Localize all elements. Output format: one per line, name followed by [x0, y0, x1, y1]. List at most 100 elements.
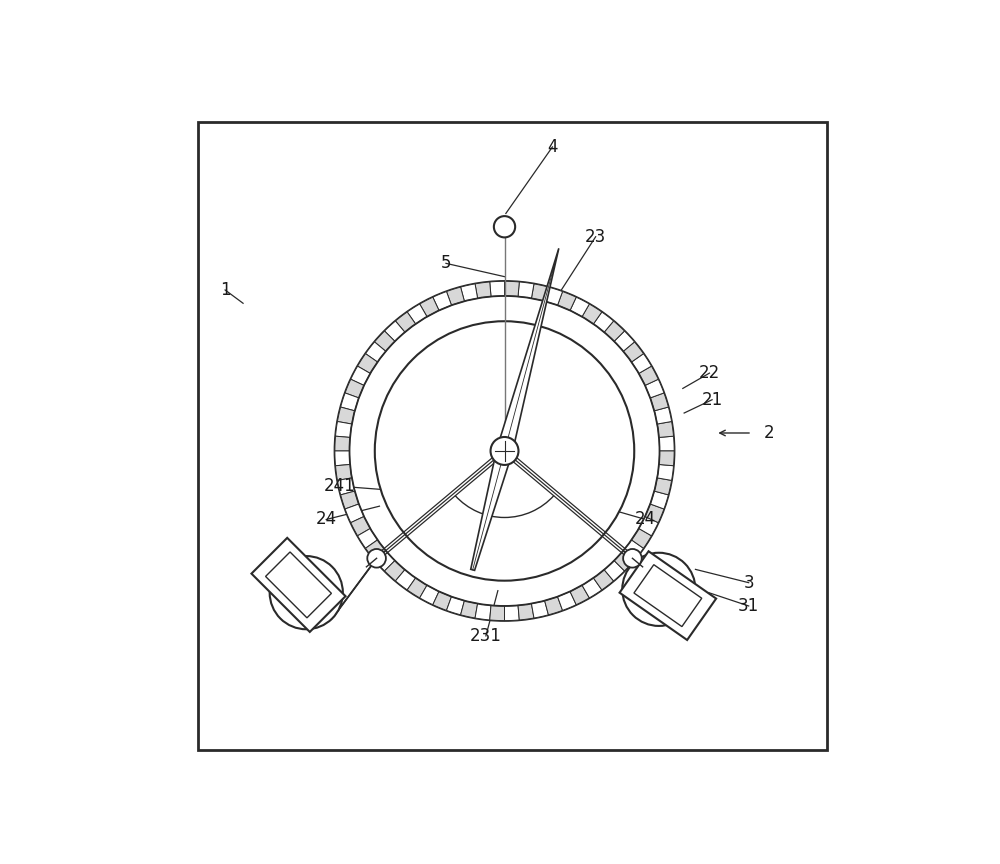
Polygon shape [341, 393, 359, 411]
Polygon shape [337, 478, 355, 495]
Text: 241: 241 [324, 477, 355, 495]
Polygon shape [336, 465, 352, 480]
Polygon shape [639, 517, 658, 536]
Text: 21: 21 [701, 391, 723, 409]
Polygon shape [471, 249, 559, 570]
Polygon shape [593, 569, 614, 590]
Polygon shape [358, 353, 378, 373]
Text: 5: 5 [441, 254, 451, 272]
Text: 24: 24 [316, 511, 337, 529]
Polygon shape [335, 436, 350, 451]
Polygon shape [358, 529, 378, 549]
Polygon shape [531, 600, 548, 618]
Polygon shape [645, 379, 664, 398]
Text: 31: 31 [738, 597, 759, 615]
Polygon shape [505, 282, 519, 296]
Polygon shape [420, 297, 439, 317]
Polygon shape [475, 604, 491, 620]
Polygon shape [593, 312, 614, 333]
Polygon shape [631, 353, 651, 373]
Circle shape [367, 549, 386, 568]
Polygon shape [433, 592, 452, 610]
Polygon shape [657, 422, 674, 437]
Text: 22: 22 [699, 364, 720, 382]
Circle shape [623, 549, 642, 568]
Polygon shape [614, 331, 634, 352]
Polygon shape [366, 540, 386, 560]
Polygon shape [518, 604, 534, 620]
Circle shape [491, 437, 518, 465]
Polygon shape [582, 304, 602, 324]
Text: 6: 6 [544, 480, 554, 499]
Polygon shape [582, 578, 602, 598]
Polygon shape [650, 393, 668, 411]
Polygon shape [375, 331, 395, 352]
Polygon shape [351, 366, 370, 385]
Text: 231: 231 [470, 627, 502, 645]
Polygon shape [446, 597, 464, 615]
Polygon shape [461, 284, 478, 302]
Polygon shape [614, 550, 634, 571]
Polygon shape [657, 465, 674, 480]
Polygon shape [654, 478, 672, 495]
Polygon shape [407, 304, 427, 324]
FancyBboxPatch shape [198, 123, 827, 750]
Circle shape [622, 553, 695, 626]
Polygon shape [558, 291, 576, 310]
Polygon shape [395, 569, 416, 590]
Polygon shape [266, 552, 331, 618]
Circle shape [335, 282, 674, 620]
Polygon shape [490, 606, 505, 620]
Polygon shape [604, 561, 624, 581]
Polygon shape [433, 291, 452, 310]
Text: 24: 24 [635, 511, 656, 529]
Circle shape [494, 216, 515, 238]
Polygon shape [604, 321, 624, 341]
Polygon shape [645, 504, 664, 523]
Polygon shape [631, 529, 651, 549]
Polygon shape [345, 504, 364, 523]
Polygon shape [395, 312, 416, 333]
Text: 1: 1 [220, 281, 230, 299]
Polygon shape [659, 451, 674, 466]
Text: 4: 4 [547, 138, 558, 156]
Polygon shape [490, 282, 505, 296]
Polygon shape [337, 407, 355, 424]
Polygon shape [558, 592, 576, 610]
Polygon shape [407, 578, 427, 598]
Polygon shape [345, 379, 364, 398]
Text: 2: 2 [763, 424, 774, 442]
Polygon shape [335, 451, 350, 466]
Polygon shape [623, 540, 643, 560]
Polygon shape [385, 561, 405, 581]
Polygon shape [545, 287, 563, 305]
Polygon shape [659, 436, 674, 451]
Polygon shape [634, 565, 702, 626]
Polygon shape [461, 600, 478, 618]
Polygon shape [570, 297, 589, 317]
Polygon shape [420, 585, 439, 605]
Text: 3: 3 [743, 574, 754, 592]
Polygon shape [475, 282, 491, 298]
Polygon shape [336, 422, 352, 437]
Circle shape [270, 556, 343, 629]
Polygon shape [570, 585, 589, 605]
Text: 26: 26 [537, 430, 558, 448]
Text: 23: 23 [585, 228, 606, 245]
Polygon shape [505, 606, 519, 620]
Polygon shape [351, 517, 370, 536]
Polygon shape [446, 287, 464, 305]
Polygon shape [545, 597, 563, 615]
Polygon shape [654, 407, 672, 424]
Polygon shape [341, 491, 359, 509]
Circle shape [375, 321, 634, 581]
Polygon shape [385, 321, 405, 341]
Polygon shape [375, 550, 395, 571]
Polygon shape [531, 284, 548, 302]
Polygon shape [639, 366, 658, 385]
Polygon shape [650, 491, 668, 509]
Polygon shape [620, 551, 716, 640]
Polygon shape [623, 342, 643, 362]
Polygon shape [366, 342, 386, 362]
Polygon shape [251, 538, 346, 632]
